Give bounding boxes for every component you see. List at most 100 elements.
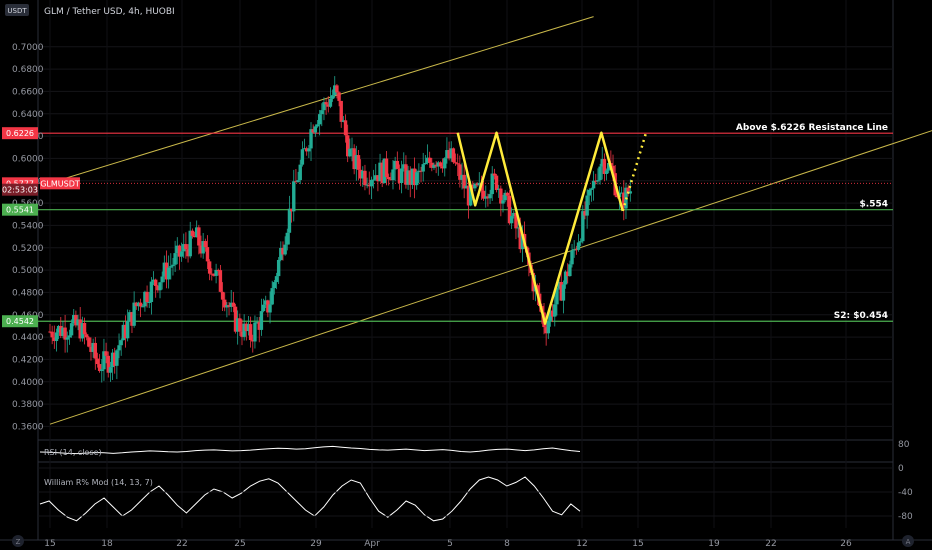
candle-body <box>585 195 589 216</box>
candle-body <box>324 102 328 105</box>
candle-body <box>156 285 160 291</box>
candle-body <box>602 159 607 174</box>
auto-scale-button[interactable] <box>902 535 914 547</box>
candle-body <box>391 169 395 181</box>
candle-body <box>76 319 80 326</box>
x-tick-label: 22 <box>176 539 187 549</box>
candle-body <box>505 192 510 196</box>
candle-body <box>190 230 195 236</box>
candle-body <box>445 150 449 159</box>
y-tick-label: 0.4800 <box>12 288 44 298</box>
candle-body <box>572 249 576 251</box>
candle-body <box>136 302 141 307</box>
y-tick-label: 0.4000 <box>12 378 44 388</box>
candle-body <box>194 227 199 238</box>
candle-body <box>220 291 225 300</box>
candle-body <box>160 276 164 283</box>
candle-body <box>578 241 583 243</box>
candle-body <box>628 191 632 194</box>
candle-body <box>376 175 380 182</box>
header: USDT GLM / Tether USD, 4h, HUOBI <box>5 4 175 17</box>
candle-body <box>417 170 421 173</box>
candle-body <box>279 247 283 260</box>
candle-body <box>317 114 322 125</box>
candle-body <box>427 157 432 163</box>
candle-body <box>518 227 522 250</box>
candle-body <box>125 321 130 339</box>
candle-body <box>378 162 382 182</box>
candle-body <box>501 200 505 204</box>
candle-body <box>389 179 393 181</box>
candle-body <box>175 245 179 254</box>
candle-body <box>412 168 417 186</box>
candle-body <box>356 155 361 170</box>
candle-body <box>216 269 220 271</box>
candle-body <box>102 351 106 370</box>
grid <box>38 0 893 528</box>
candle-body <box>61 327 65 336</box>
candle-body <box>363 170 367 186</box>
y-tick-label: 0.6600 <box>12 87 44 97</box>
candle-body <box>492 173 497 176</box>
candle-body <box>421 164 425 172</box>
candle-body <box>626 187 630 194</box>
candle-body <box>425 157 430 163</box>
candle-body <box>117 345 121 351</box>
candle-body <box>386 177 391 180</box>
candle-body <box>371 179 376 181</box>
candle-body <box>328 98 333 107</box>
candle-body <box>561 284 566 301</box>
candle-body <box>343 120 348 136</box>
candle-body <box>50 331 54 338</box>
candle-body <box>514 212 518 229</box>
y-tick-label: 0.5000 <box>12 266 44 276</box>
candle-body <box>337 92 341 101</box>
candle-body <box>395 160 400 169</box>
candle-body <box>173 253 177 265</box>
candle-body <box>300 149 305 165</box>
candle-body <box>408 170 412 185</box>
candle-body <box>205 247 210 262</box>
candle-body <box>494 175 499 190</box>
candle-body <box>169 266 173 268</box>
candle-body <box>402 164 406 169</box>
candle-body <box>475 183 479 186</box>
williams-tick-label: -40 <box>898 488 913 498</box>
currency-badge-bg[interactable] <box>5 4 29 16</box>
candle-body <box>285 232 289 245</box>
candle-body <box>520 233 525 250</box>
candle-body <box>121 324 126 341</box>
currency-badge[interactable]: USDT <box>7 7 27 15</box>
symbol-tag-bg <box>40 177 80 190</box>
candle-body <box>322 102 326 111</box>
candle-body <box>158 282 162 291</box>
zoom-button[interactable] <box>12 535 24 547</box>
candle-body <box>281 247 285 255</box>
y-tick-label: 0.5200 <box>12 244 44 254</box>
candle-body <box>119 340 123 346</box>
candle-body <box>298 164 302 181</box>
candle-body <box>568 264 572 277</box>
candle-body <box>369 179 374 187</box>
candle-body <box>589 188 594 190</box>
candle-body <box>302 148 307 150</box>
symbol-tag-label: GLMUSDT <box>40 179 80 188</box>
x-tick-label: 29 <box>310 539 322 549</box>
x-tick-label: 22 <box>765 539 776 549</box>
candle-body <box>106 355 110 373</box>
candle-body <box>622 192 626 209</box>
candle-body <box>326 104 330 107</box>
candle-body <box>335 85 339 93</box>
candle-body <box>80 322 85 339</box>
rsi-title: RSI (14, close) <box>44 448 102 457</box>
candle-body <box>341 120 346 122</box>
candle-body <box>138 302 143 307</box>
candle-body <box>188 230 192 257</box>
candle-body <box>54 332 59 342</box>
pattern-drawing <box>456 131 648 325</box>
candle-body <box>509 216 514 224</box>
price-tag-bg <box>2 127 38 140</box>
candle-body <box>207 261 212 274</box>
candle-body <box>315 124 320 127</box>
